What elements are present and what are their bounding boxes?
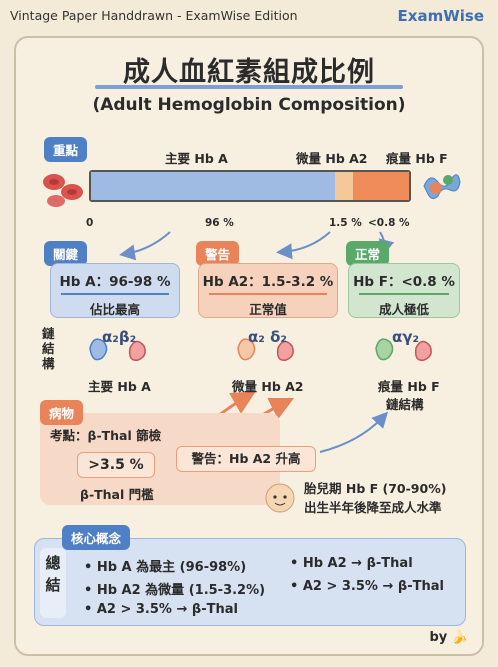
hba2-molecule-icon bbox=[237, 338, 294, 361]
summary-side-char: 結 bbox=[45, 576, 61, 594]
bar-label-hba2: 微量 Hb A2 bbox=[296, 151, 368, 166]
hbf-molecule-label: 痕量 Hb F bbox=[378, 379, 440, 394]
card-hba-desc: 佔比最高 bbox=[89, 302, 140, 317]
page-title: 成人血紅素組成比例 bbox=[123, 57, 375, 88]
chain-structure-label: 鏈 結 構 bbox=[42, 326, 56, 371]
summary-item: • A2 > 3.5% → β-Thal bbox=[290, 579, 444, 594]
hba-molecule-label: 主要 Hb A bbox=[88, 379, 151, 394]
summary-item: • Hb A2 → β-Thal bbox=[290, 556, 413, 571]
bar-label-hba: 主要 Hb A bbox=[165, 151, 228, 166]
exam-point: 考點：β-Thal 篩檢 bbox=[50, 428, 162, 443]
summary-item: • A2 > 3.5% → β-Thal bbox=[84, 602, 238, 617]
page-subtitle: (Adult Hemoglobin Composition) bbox=[92, 95, 406, 115]
hba-molecule-icon bbox=[89, 338, 146, 361]
summary-item: • Hb A 為最主 (96-98%) bbox=[84, 560, 247, 575]
tick-zero: 0 bbox=[86, 217, 94, 229]
byline-text: by bbox=[429, 630, 448, 645]
card-hba2-desc: 正常值 bbox=[249, 302, 287, 317]
tick-hbf: <0.8 % bbox=[368, 217, 410, 229]
chain-label-char: 結 bbox=[42, 341, 55, 356]
card-tag-warning: 警告 bbox=[196, 241, 240, 266]
card-hba-value: Hb A：96-98 % bbox=[59, 274, 171, 290]
summary-side-label: 總 結 bbox=[40, 548, 66, 618]
summary-tag: 核心概念 bbox=[62, 525, 131, 550]
composition-bar bbox=[89, 170, 411, 202]
banana-icon: 🍌 bbox=[451, 630, 468, 645]
hbf-molecule-icon bbox=[375, 338, 432, 361]
summary-side-char: 總 bbox=[45, 554, 61, 572]
bar-segment-hba2 bbox=[335, 172, 353, 200]
fetal-hbf-line2: 出生半年後降至成人水準 bbox=[304, 500, 442, 515]
tick-hba2: 1.5 % bbox=[329, 217, 362, 229]
chain-label-char: 構 bbox=[42, 356, 55, 371]
warning-badge: 警告：Hb A2 升高 bbox=[176, 446, 316, 472]
brand-logo: ExamWise bbox=[397, 7, 484, 25]
pathology-tag: 病物 bbox=[40, 400, 84, 425]
threshold-value: >3.5 % bbox=[77, 452, 155, 478]
header-caption: Vintage Paper Handdrawn - ExamWise Editi… bbox=[10, 8, 298, 23]
bar-segment-hbf bbox=[353, 172, 409, 200]
summary-panel bbox=[34, 538, 466, 626]
hba2-molecule-label: 微量 Hb A2 bbox=[232, 379, 304, 394]
card-hbf-desc: 成人極低 bbox=[378, 302, 429, 317]
hba2-chains: α₂ δ₂ bbox=[248, 328, 287, 346]
summary-item: • Hb A2 為微量 (1.5-3.2%) bbox=[84, 583, 266, 598]
title-underline bbox=[95, 85, 403, 89]
hbf-chain-structure: 鏈結構 bbox=[386, 397, 424, 412]
hbf-chains: αγ₂ bbox=[392, 328, 420, 346]
card-hba2: Hb A2：1.5-3.2 % 正常值 bbox=[198, 263, 338, 318]
card-hbf: Hb F：<0.8 % 成人極低 bbox=[348, 263, 460, 318]
threshold-label: β-Thal 門檻 bbox=[80, 487, 154, 502]
baby-icon bbox=[265, 483, 295, 513]
card-tag-normal: 正常 bbox=[346, 241, 390, 266]
key-tag: 重點 bbox=[44, 137, 88, 162]
card-hba2-value: Hb A2：1.5-3.2 % bbox=[202, 274, 334, 290]
bar-segment-hba bbox=[91, 172, 335, 200]
card-hba: Hb A：96-98 % 佔比最高 bbox=[50, 263, 180, 318]
chain-label-char: 鏈 bbox=[42, 326, 55, 341]
byline: by 🍌 bbox=[430, 630, 469, 645]
hba-chains: α₂β₂ bbox=[102, 328, 137, 346]
card-tag-key: 關鍵 bbox=[44, 241, 88, 266]
hemoglobin-molecule-icon bbox=[423, 174, 461, 200]
fetal-hbf-line1: 胎兒期 Hb F (70-90%) bbox=[304, 481, 447, 496]
card-hbf-value: Hb F：<0.8 % bbox=[353, 274, 455, 290]
bar-label-hbf: 痕量 Hb F bbox=[386, 151, 448, 166]
red-blood-cells-icon bbox=[43, 174, 83, 207]
tick-hba: 96 % bbox=[205, 217, 234, 229]
